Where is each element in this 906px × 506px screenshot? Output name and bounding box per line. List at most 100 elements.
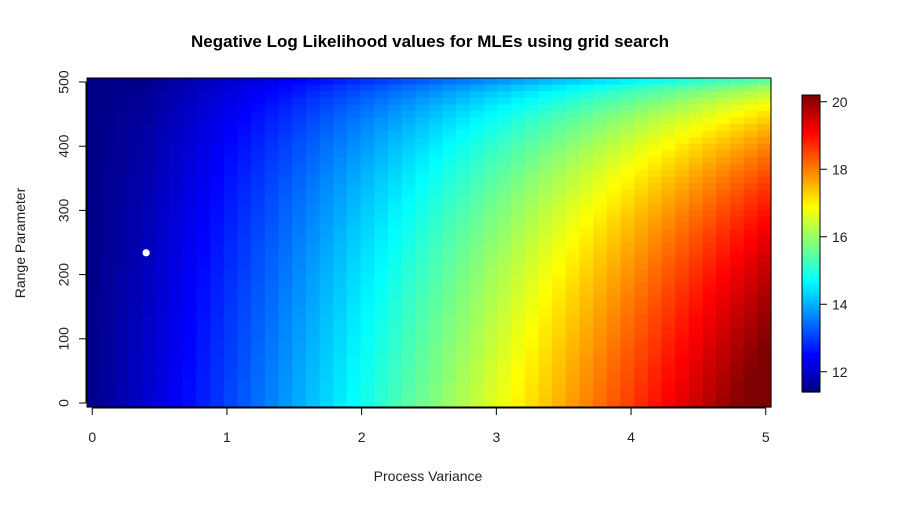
- heatmap-cell: [264, 275, 280, 283]
- heatmap-cell: [182, 374, 198, 382]
- heatmap-cell: [634, 130, 649, 138]
- heatmap-cell: [647, 281, 663, 290]
- heatmap-cell: [374, 170, 389, 178]
- heatmap-cell: [442, 209, 457, 217]
- heatmap-cell: [346, 400, 362, 408]
- heatmap-cell: [483, 354, 498, 362]
- heatmap-cell: [757, 328, 772, 336]
- heatmap-cell: [702, 137, 717, 145]
- heatmap-cell: [757, 380, 772, 388]
- heatmap-cell: [620, 97, 635, 105]
- heatmap-cell: [251, 176, 266, 184]
- heatmap-cell: [538, 341, 553, 349]
- heatmap-cell: [688, 104, 704, 112]
- heatmap-cell: [169, 183, 184, 191]
- heatmap-cell: [483, 130, 498, 138]
- heatmap-cell: [497, 143, 512, 151]
- heatmap-cell: [415, 137, 430, 145]
- heatmap-cell: [100, 387, 115, 395]
- heatmap-cell: [251, 130, 266, 138]
- heatmap-cell: [87, 281, 102, 290]
- heatmap-cell: [688, 78, 704, 86]
- heatmap-cell: [346, 143, 362, 151]
- heatmap-cell: [647, 91, 663, 99]
- heatmap-cell: [278, 374, 293, 382]
- heatmap-cell: [716, 170, 731, 178]
- heatmap-cell: [333, 275, 348, 283]
- heatmap-cell: [387, 393, 403, 402]
- heatmap-cell: [223, 380, 239, 388]
- heatmap-cell: [456, 308, 471, 316]
- heatmap-cell: [401, 360, 416, 369]
- heatmap-cell: [141, 268, 156, 276]
- heatmap-cell: [675, 249, 690, 257]
- heatmap-cell: [593, 242, 608, 250]
- heatmap-cell: [415, 321, 430, 329]
- heatmap-cell: [429, 295, 444, 303]
- heatmap-cell: [333, 78, 348, 86]
- heatmap-cell: [716, 78, 731, 86]
- heatmap-cell: [593, 400, 608, 408]
- heatmap-cell: [593, 347, 608, 355]
- colorbar-segment: [802, 166, 820, 170]
- heatmap-cell: [565, 170, 581, 178]
- heatmap-cell: [319, 163, 334, 171]
- heatmap-cell: [524, 249, 540, 257]
- heatmap-cell: [319, 301, 334, 309]
- heatmap-cell: [483, 262, 498, 270]
- heatmap-cell: [292, 110, 307, 119]
- heatmap-cell: [346, 78, 362, 86]
- heatmap-cell: [579, 183, 594, 191]
- heatmap-cell: [210, 229, 225, 237]
- heatmap-cell: [237, 275, 252, 283]
- heatmap-cell: [292, 321, 307, 329]
- heatmap-cell: [442, 216, 457, 224]
- colorbar-segment: [802, 203, 820, 207]
- heatmap-cell: [360, 374, 375, 382]
- heatmap-cell: [552, 301, 567, 309]
- heatmap-cell: [511, 91, 526, 99]
- heatmap-cell: [292, 183, 307, 191]
- heatmap-cell: [497, 91, 512, 99]
- heatmap-cell: [141, 124, 156, 132]
- heatmap-cell: [223, 229, 239, 237]
- heatmap-cell: [524, 255, 540, 263]
- colorbar-segment: [802, 335, 820, 339]
- heatmap-cell: [593, 262, 608, 270]
- heatmap-cell: [155, 235, 170, 244]
- heatmap-cell: [429, 308, 444, 316]
- heatmap-cell: [429, 360, 444, 369]
- heatmap-cell: [155, 222, 170, 230]
- heatmap-cell: [251, 183, 266, 191]
- heatmap-cell: [511, 150, 526, 158]
- heatmap-cell: [360, 124, 375, 132]
- heatmap-cell: [442, 183, 457, 191]
- heatmap-cell: [552, 163, 567, 171]
- heatmap-cell: [305, 78, 321, 86]
- heatmap-cell: [634, 229, 649, 237]
- heatmap-cell: [497, 255, 512, 263]
- heatmap-cell: [292, 288, 307, 296]
- heatmap-cell: [264, 328, 280, 336]
- heatmap-cell: [456, 163, 471, 171]
- heatmap-cell: [716, 176, 731, 184]
- heatmap-cell: [593, 367, 608, 375]
- heatmap-cell: [442, 400, 457, 408]
- heatmap-cell: [346, 242, 362, 250]
- heatmap-cell: [169, 387, 184, 395]
- heatmap-cell: [210, 209, 225, 217]
- heatmap-cell: [319, 117, 334, 125]
- heatmap-cell: [757, 110, 772, 119]
- heatmap-cell: [716, 295, 731, 303]
- heatmap-cell: [114, 242, 129, 250]
- heatmap-cell: [511, 216, 526, 224]
- heatmap-cell: [223, 156, 239, 165]
- heatmap-cell: [647, 328, 663, 336]
- colorbar-segment: [802, 280, 820, 284]
- heatmap-cell: [196, 110, 211, 119]
- heatmap-cell: [360, 301, 375, 309]
- heatmap-cell: [702, 216, 717, 224]
- heatmap-cell: [415, 196, 430, 204]
- heatmap-cell: [552, 242, 567, 250]
- heatmap-cell: [141, 360, 156, 369]
